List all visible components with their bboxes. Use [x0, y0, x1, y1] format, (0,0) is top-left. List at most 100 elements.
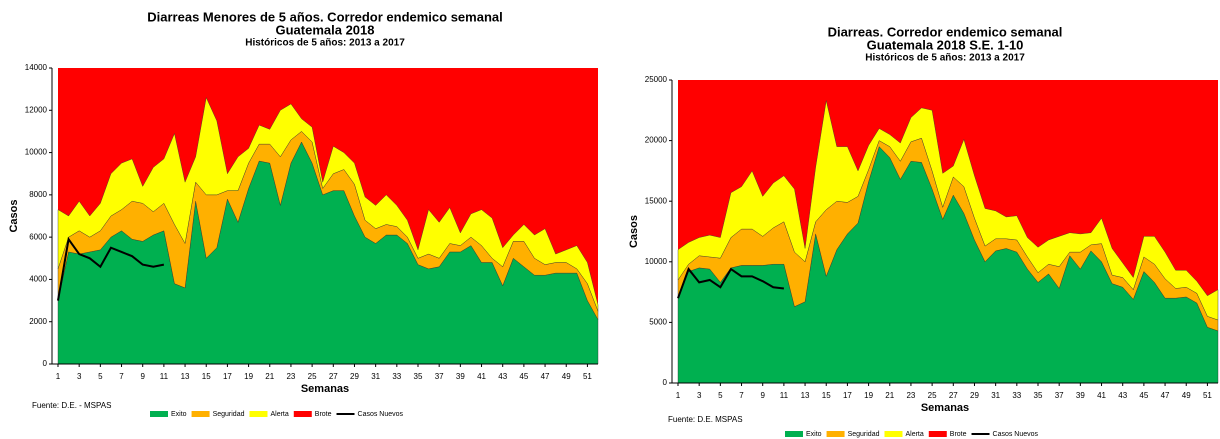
x-tick-label: 15 — [822, 391, 831, 400]
x-tick-label: 37 — [435, 372, 444, 381]
legend-swatch — [293, 411, 312, 417]
y-tick-label: 5000 — [649, 318, 667, 327]
y-tick-label: 12000 — [25, 105, 48, 114]
x-tick-label: 3 — [77, 372, 82, 381]
y-tick-label: 20000 — [645, 136, 668, 145]
legend-label: Seguridad — [848, 431, 880, 438]
x-tick-label: 29 — [350, 372, 359, 381]
chart-title: Diarreas Menores de 5 años. Corredor end… — [147, 9, 502, 24]
y-tick-label: 25000 — [645, 75, 668, 84]
x-tick-label: 5 — [98, 372, 103, 381]
source: Fuente: D.E. MSPAS — [668, 415, 743, 424]
chart-note: Históricos de 5 años: 2013 a 2017 — [245, 38, 405, 49]
legend-swatch — [191, 411, 210, 417]
chart-subtitle: Guatemala 2018 S.E. 1-10 — [867, 37, 1024, 52]
y-tick-label: 8000 — [29, 190, 47, 199]
x-tick-label: 29 — [970, 391, 979, 400]
legend-swatch — [826, 431, 845, 437]
y-tick-label: 14000 — [25, 63, 48, 72]
x-tick-label: 19 — [864, 391, 873, 400]
chart-title: Diarreas. Corredor endemico semanal — [828, 24, 1063, 39]
x-tick-label: 1 — [56, 372, 61, 381]
x-tick-label: 41 — [1097, 391, 1106, 400]
x-tick-label: 5 — [718, 391, 723, 400]
y-axis-title: Casos — [8, 199, 20, 232]
x-tick-label: 31 — [371, 372, 380, 381]
legend-label: Seguridad — [213, 411, 245, 418]
x-tick-label: 35 — [1034, 391, 1043, 400]
x-tick-label: 33 — [1012, 391, 1021, 400]
legend-swatch — [785, 431, 803, 437]
y-tick-label: 2000 — [29, 317, 47, 326]
y-tick-label: 10000 — [645, 257, 668, 266]
x-tick-label: 25 — [928, 391, 937, 400]
x-tick-label: 41 — [477, 372, 486, 381]
source: Fuente: D.E. - MSPAS — [32, 401, 111, 410]
x-tick-label: 17 — [223, 372, 232, 381]
x-tick-label: 37 — [1055, 391, 1064, 400]
x-tick-label: 13 — [181, 372, 190, 381]
x-tick-label: 45 — [519, 372, 528, 381]
y-tick-label: 0 — [663, 378, 668, 387]
x-tick-label: 3 — [697, 391, 702, 400]
legend-label: Brote — [315, 411, 332, 418]
x-tick-label: 7 — [119, 372, 124, 381]
x-tick-label: 49 — [562, 372, 571, 381]
legend-label: Alerta — [270, 411, 288, 418]
y-axis-title: Casos — [628, 215, 640, 248]
legend-label: Casos Nuevos — [358, 411, 404, 418]
legend-label: Casos Nuevos — [993, 431, 1039, 438]
legend-swatch — [249, 411, 268, 417]
x-tick-label: 47 — [541, 372, 550, 381]
chart-note: Históricos de 5 años: 2013 a 2017 — [865, 53, 1025, 64]
legend-swatch — [150, 411, 168, 417]
y-tick-label: 15000 — [645, 196, 668, 205]
y-tick-label: 0 — [43, 359, 48, 368]
x-axis-title: Semanas — [921, 402, 969, 414]
legend-label: Exito — [171, 411, 187, 418]
x-axis-title: Semanas — [301, 383, 349, 395]
legend-label: Brote — [950, 431, 967, 438]
chart-subtitle: Guatemala 2018 — [275, 22, 374, 37]
legend-label: Alerta — [905, 431, 923, 438]
legend-label: Exito — [806, 431, 822, 438]
x-tick-label: 51 — [1203, 391, 1212, 400]
x-tick-label: 13 — [801, 391, 810, 400]
x-tick-label: 43 — [498, 372, 507, 381]
x-tick-label: 33 — [392, 372, 401, 381]
x-tick-label: 17 — [843, 391, 852, 400]
x-tick-label: 43 — [1118, 391, 1127, 400]
x-tick-label: 9 — [760, 391, 765, 400]
x-tick-label: 21 — [265, 372, 274, 381]
x-tick-label: 11 — [160, 372, 169, 381]
x-tick-label: 23 — [906, 391, 915, 400]
x-tick-label: 9 — [140, 372, 145, 381]
x-tick-label: 15 — [202, 372, 211, 381]
x-tick-label: 35 — [414, 372, 423, 381]
x-tick-label: 1 — [676, 391, 681, 400]
x-tick-label: 39 — [1076, 391, 1085, 400]
chart: Diarreas Menores de 5 años. Corredor end… — [8, 9, 599, 418]
x-tick-label: 45 — [1139, 391, 1148, 400]
legend-swatch — [928, 431, 947, 437]
x-tick-label: 23 — [286, 372, 295, 381]
area-alerta — [677, 100, 1219, 321]
x-tick-label: 21 — [885, 391, 894, 400]
chart: Diarreas. Corredor endemico semanalGuate… — [628, 24, 1219, 438]
y-tick-label: 4000 — [29, 275, 47, 284]
x-tick-label: 47 — [1161, 391, 1170, 400]
y-tick-label: 6000 — [29, 232, 47, 241]
x-tick-label: 39 — [456, 372, 465, 381]
x-tick-label: 11 — [780, 391, 789, 400]
legend-swatch — [884, 431, 903, 437]
x-tick-label: 31 — [991, 391, 1000, 400]
y-tick-label: 10000 — [25, 148, 48, 157]
line-casos-nuevos — [57, 236, 165, 301]
x-tick-label: 27 — [329, 372, 338, 381]
x-tick-label: 51 — [583, 372, 592, 381]
x-tick-label: 7 — [739, 391, 744, 400]
x-tick-label: 49 — [1182, 391, 1191, 400]
x-tick-label: 19 — [244, 372, 253, 381]
area-alerta — [57, 96, 599, 312]
